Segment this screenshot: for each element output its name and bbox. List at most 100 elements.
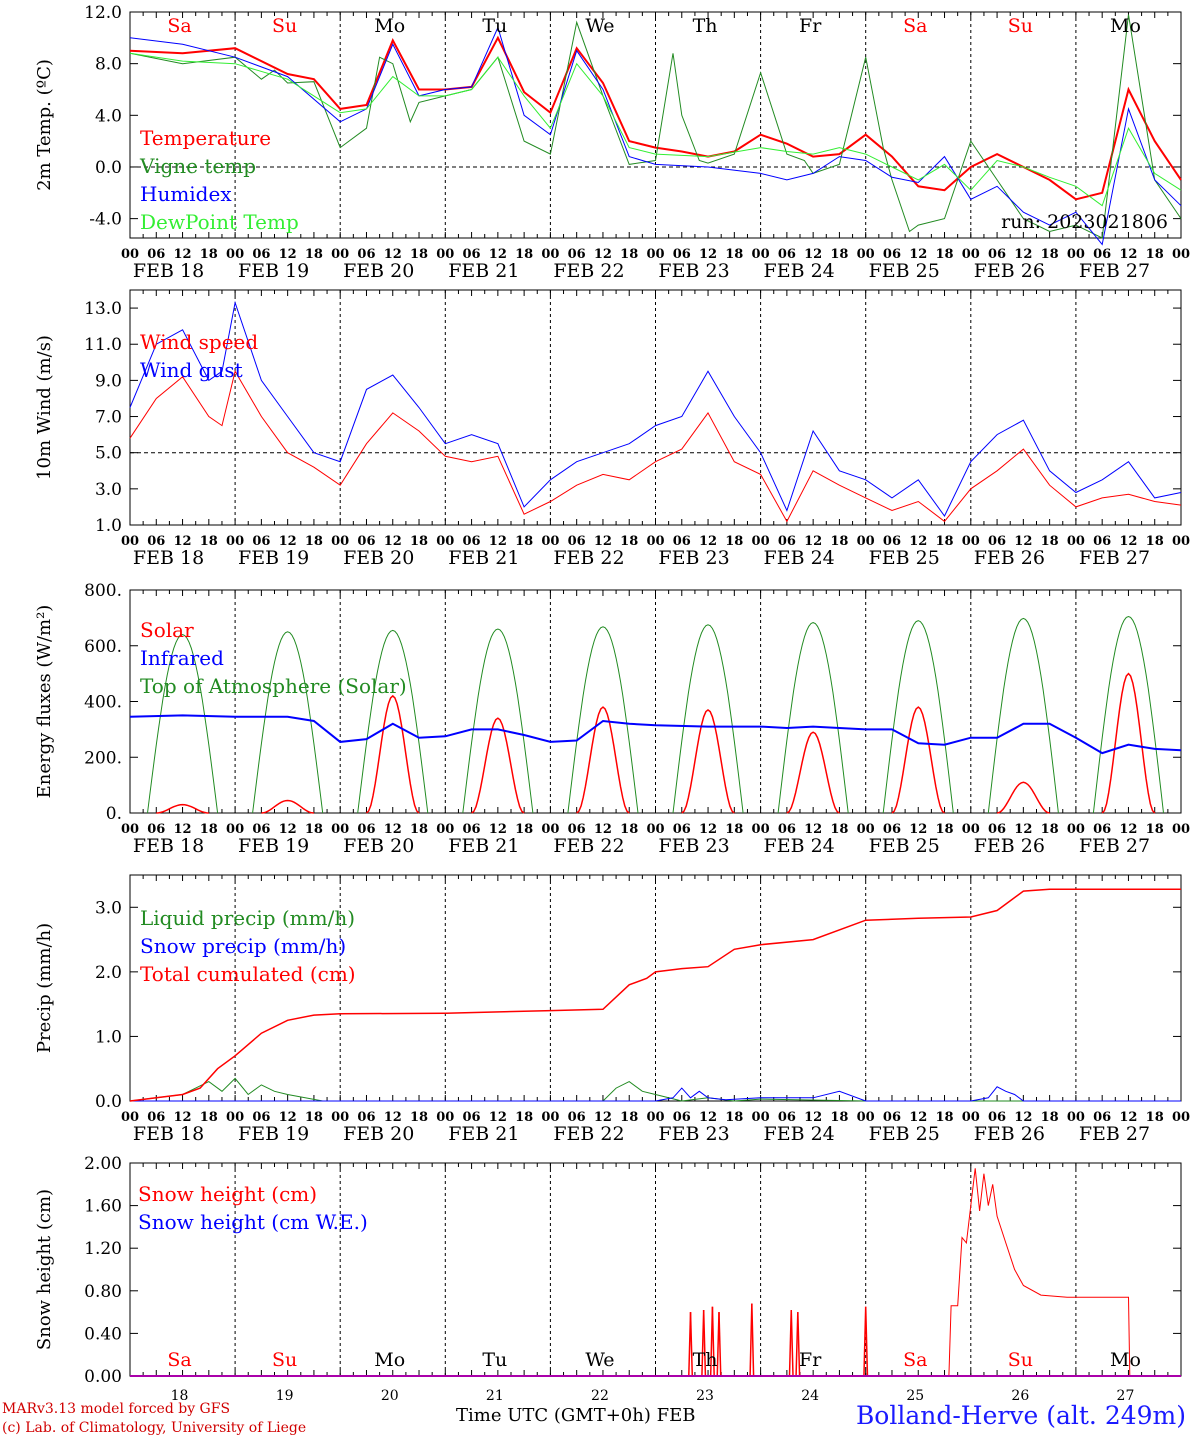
temp-hour-label: 00 bbox=[436, 247, 454, 262]
precip-hour-label: 06 bbox=[147, 1110, 165, 1125]
wind-y-tick-label: 1.0 bbox=[95, 516, 122, 536]
precip-hour-label: 12 bbox=[594, 1110, 612, 1125]
energy-hour-label: 06 bbox=[988, 822, 1006, 837]
precip-hour-label: 18 bbox=[1146, 1110, 1164, 1125]
wind-hour-label: 00 bbox=[436, 534, 454, 549]
precip-y-tick-label: 3.0 bbox=[95, 898, 122, 918]
snow-spike bbox=[864, 1306, 869, 1377]
energy-hour-label: 12 bbox=[804, 822, 822, 837]
energy-frame bbox=[129, 589, 1182, 814]
energy-hour-label: 18 bbox=[200, 822, 218, 837]
snow-spike bbox=[689, 1312, 694, 1377]
station-name: Bolland-Herve (alt. 249m) bbox=[855, 1401, 1186, 1430]
x-axis-title-text: Time UTC (GMT+0h) bbox=[456, 1405, 651, 1426]
solar-curve bbox=[1101, 672, 1156, 814]
precip-hour-label: 06 bbox=[463, 1110, 481, 1125]
wind-hour-label: 06 bbox=[673, 534, 691, 549]
temp-hour-label: 00 bbox=[962, 247, 980, 262]
temp-hour-label: 12 bbox=[489, 247, 507, 262]
energy-hour-label: 18 bbox=[515, 822, 533, 837]
energy-hour-label: 00 bbox=[752, 822, 770, 837]
energy-hour-label: 06 bbox=[883, 822, 901, 837]
day-name-top: We bbox=[585, 15, 614, 37]
temp-date-label: FEB 27 bbox=[1079, 260, 1150, 282]
snow-spike bbox=[718, 1312, 722, 1377]
energy-hour-label: 12 bbox=[699, 822, 717, 837]
solar-curve bbox=[681, 708, 735, 814]
energy-hour-label: 12 bbox=[489, 822, 507, 837]
temp-hour-label: 06 bbox=[147, 247, 165, 262]
energy-hour-label: 12 bbox=[594, 822, 612, 837]
precip-hour-label: 12 bbox=[384, 1110, 402, 1125]
snow-legend-item: Snow height (cm) bbox=[138, 1182, 317, 1206]
precip-hour-label: 06 bbox=[673, 1110, 691, 1125]
precip-hour-label: 12 bbox=[489, 1110, 507, 1125]
toa-solar-curve bbox=[252, 631, 324, 814]
precip-hour-label: 12 bbox=[279, 1110, 297, 1125]
wind-hour-label: 06 bbox=[252, 534, 270, 549]
day-name-bottom: Sa bbox=[903, 1349, 927, 1371]
precip-legend-item: Liquid precip (mm/h) bbox=[140, 906, 355, 930]
day-name-top: Sa bbox=[167, 15, 191, 37]
credit-line-1: MARv3.13 model forced by GFS bbox=[2, 1401, 231, 1417]
solar-curve bbox=[891, 706, 945, 814]
day-name-top: Sa bbox=[903, 15, 927, 37]
precip-date-label: FEB 22 bbox=[553, 1123, 624, 1145]
snow-spike bbox=[751, 1303, 755, 1377]
temp-hour-label: 00 bbox=[541, 247, 559, 262]
precip-y-tick-label: 1.0 bbox=[95, 1027, 122, 1047]
day-name-bottom: Th bbox=[693, 1349, 718, 1371]
temp-legend-item: Vigne temp bbox=[139, 154, 256, 178]
wind-hour-label: 18 bbox=[200, 534, 218, 549]
toa-solar-curve bbox=[567, 626, 639, 814]
energy-date-label: FEB 21 bbox=[448, 835, 519, 857]
precip-date-label: FEB 23 bbox=[658, 1123, 729, 1145]
day-number: 27 bbox=[1117, 1388, 1135, 1404]
temp-hour-label: 12 bbox=[174, 247, 192, 262]
wind-hour-label: 00 bbox=[541, 534, 559, 549]
temp-hour-label: 00 bbox=[121, 247, 139, 262]
day-number: 21 bbox=[486, 1388, 504, 1404]
energy-hour-label: 18 bbox=[935, 822, 953, 837]
wind-date-label: FEB 20 bbox=[343, 547, 414, 569]
temp-series-0 bbox=[129, 35, 1182, 201]
temp-hour-label: 18 bbox=[515, 247, 533, 262]
wind-hour-label: 18 bbox=[1146, 534, 1164, 549]
snow-spike bbox=[702, 1309, 707, 1377]
precip-hour-label: 12 bbox=[699, 1110, 717, 1125]
solar-curve bbox=[261, 799, 314, 814]
precip-legend-item: Snow precip (mm/h) bbox=[140, 934, 346, 958]
wind-hour-label: 12 bbox=[384, 534, 402, 549]
toa-solar-curve bbox=[882, 620, 954, 814]
precip-hour-label: 06 bbox=[1093, 1110, 1111, 1125]
precip-date-label: FEB 25 bbox=[869, 1123, 940, 1145]
precip-hour-label: 06 bbox=[778, 1110, 796, 1125]
day-name-bottom: Fr bbox=[799, 1349, 822, 1371]
solar-curve bbox=[996, 781, 1050, 814]
toa-solar-curve bbox=[987, 617, 1059, 814]
wind-hour-label: 12 bbox=[909, 534, 927, 549]
temp-date-label: FEB 23 bbox=[658, 260, 729, 282]
wind-hour-label: 18 bbox=[830, 534, 848, 549]
energy-hour-label: 00 bbox=[121, 822, 139, 837]
temp-hour-label: 00 bbox=[752, 247, 770, 262]
temp-hour-label: 06 bbox=[568, 247, 586, 262]
temp-hour-label: 18 bbox=[410, 247, 428, 262]
precip-hour-label: 12 bbox=[804, 1110, 822, 1125]
energy-hour-label: 06 bbox=[357, 822, 375, 837]
wind-hour-label: 06 bbox=[1093, 534, 1111, 549]
wind-hour-label: 06 bbox=[778, 534, 796, 549]
day-number: 18 bbox=[171, 1388, 189, 1404]
energy-hour-label: 06 bbox=[252, 822, 270, 837]
wind-date-label: FEB 25 bbox=[869, 547, 940, 569]
wind-hour-label: 12 bbox=[1119, 534, 1137, 549]
day-name-bottom: Mo bbox=[374, 1349, 405, 1371]
wind-hour-label: 06 bbox=[357, 534, 375, 549]
precip-hour-label: 00 bbox=[541, 1110, 559, 1125]
x-axis-title: Time UTC (GMT+0h) FEB bbox=[456, 1405, 695, 1426]
energy-y-tick-label: 0. bbox=[106, 804, 122, 824]
energy-hour-label: 06 bbox=[463, 822, 481, 837]
precip-date-label: FEB 19 bbox=[238, 1123, 309, 1145]
energy-legend-item: Infrared bbox=[140, 646, 224, 670]
